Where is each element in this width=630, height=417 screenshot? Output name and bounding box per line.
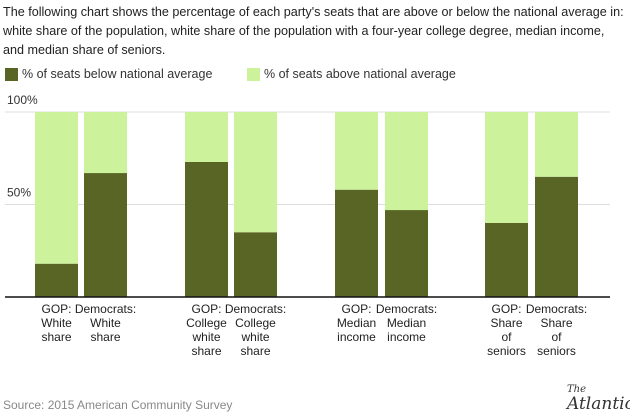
bar-above — [234, 112, 277, 233]
y-tick-label: 100% — [7, 93, 38, 107]
bar-above — [535, 112, 578, 177]
bar-above — [385, 112, 428, 211]
x-axis-label: Democrats: College white share — [225, 302, 286, 355]
legend-swatch-below — [5, 67, 18, 81]
x-axis-label: Democrats: Share of seniors — [526, 302, 587, 355]
bar-below — [185, 161, 228, 297]
the-atlantic-logo: The Atlantic — [567, 384, 630, 414]
legend-swatch-above — [247, 67, 260, 81]
bar-above — [84, 112, 127, 174]
chart-description: The following chart shows the percentage… — [3, 5, 624, 57]
legend-label-above: % of seats above national average — [264, 67, 456, 81]
x-axis-label: GOP: College white share — [186, 302, 227, 355]
y-tick-label: 50% — [7, 186, 31, 200]
bar-above — [335, 112, 378, 190]
x-axis-label: Democrats: White share — [75, 302, 136, 344]
bar-above — [185, 112, 228, 162]
x-axis-label: GOP: White share — [41, 302, 72, 344]
bar-above — [35, 112, 78, 264]
bar-below — [84, 173, 127, 297]
bar-above — [485, 112, 528, 223]
bar-below — [234, 232, 277, 297]
legend-item-below: % of seats below national average — [5, 67, 212, 81]
bar-below — [485, 223, 528, 297]
bar-below — [35, 263, 78, 297]
x-axis-label: Democrats: Median income — [376, 302, 437, 344]
bar-below — [385, 210, 428, 297]
bar-below — [535, 176, 578, 297]
legend-item-above: % of seats above national average — [247, 67, 456, 81]
bar-below — [335, 189, 378, 297]
x-axis-label: GOP: Median income — [337, 302, 376, 344]
legend-label-below: % of seats below national average — [22, 67, 213, 81]
source-note: Source: 2015 American Community Survey — [3, 398, 233, 412]
x-axis-label: GOP: Share of seniors — [487, 302, 526, 355]
